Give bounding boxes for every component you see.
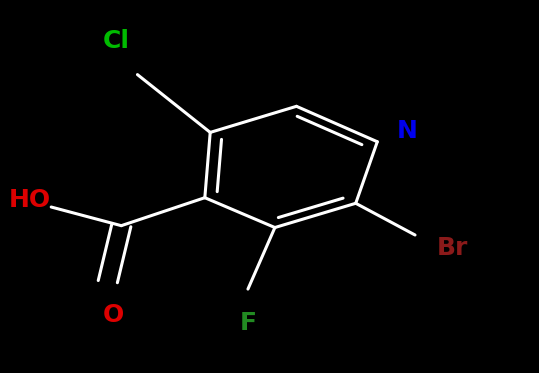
Text: Br: Br <box>437 236 468 260</box>
Text: O: O <box>102 303 124 327</box>
Text: F: F <box>239 311 257 335</box>
Text: HO: HO <box>9 188 51 211</box>
Text: N: N <box>397 119 417 142</box>
Text: Cl: Cl <box>102 29 129 53</box>
